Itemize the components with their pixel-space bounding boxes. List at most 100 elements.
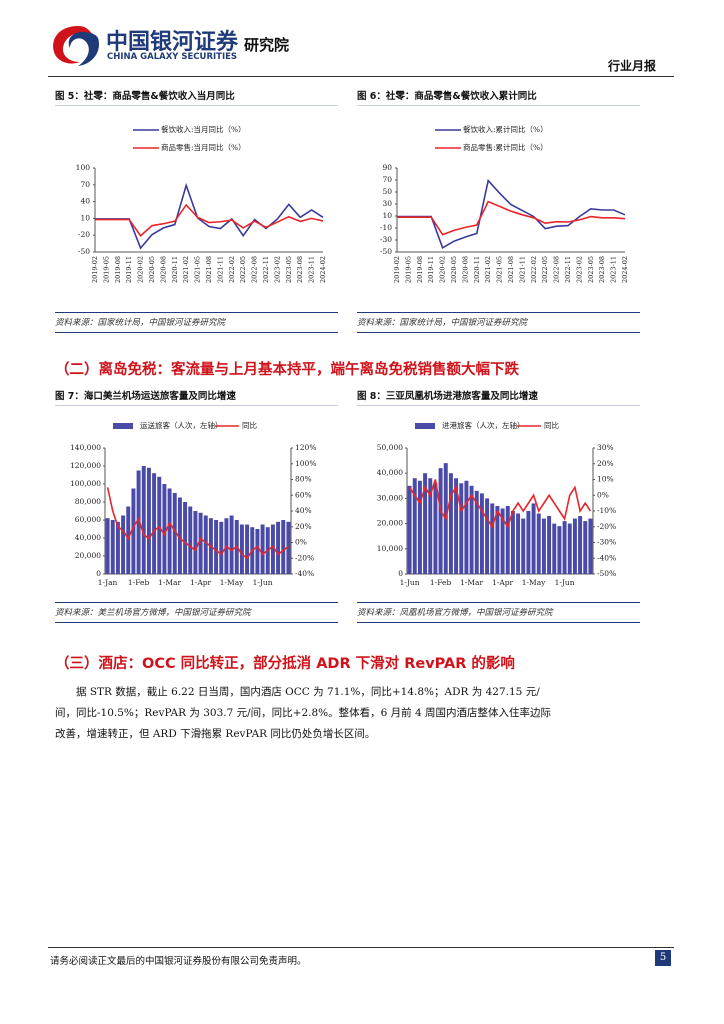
bar — [505, 505, 510, 574]
y-tick-label: 70 — [382, 175, 392, 184]
bar — [167, 488, 172, 574]
x-tick-label: 1-Jun — [400, 578, 420, 587]
bar — [239, 524, 244, 574]
bar — [260, 524, 265, 574]
y-tick-label: 10 — [382, 211, 392, 220]
footer-rule — [48, 947, 674, 948]
y-tick-label: 90 — [382, 163, 392, 172]
x-tick-label: 2023-11 — [308, 256, 316, 283]
bar — [474, 490, 479, 574]
x-tick-label: 1-Mar — [460, 578, 483, 587]
y2-tick-label: 80% — [295, 475, 312, 484]
legend-label: 同比 — [544, 420, 559, 430]
x-tick-label: 2021-11 — [518, 256, 526, 283]
x-tick-label: 2023-08 — [598, 256, 606, 283]
bar — [583, 521, 588, 574]
y-tick-label: -30 — [380, 235, 392, 244]
bar — [479, 493, 484, 574]
legend-label: 餐饮收入:累计同比（%） — [463, 124, 548, 134]
bar — [567, 523, 572, 574]
bar — [521, 518, 526, 574]
report-type: 行业月报 — [608, 59, 657, 73]
legend-label: 商品零售:累计同比（%） — [463, 142, 548, 152]
bar — [552, 523, 557, 574]
y2-tick-label: -20% — [597, 522, 616, 531]
bar — [459, 483, 464, 574]
x-tick-label: 2019-02 — [393, 256, 401, 283]
y-tick-label: 50 — [382, 187, 392, 196]
x-tick-label: 2021-05 — [496, 256, 504, 283]
y2-tick-label: 0% — [597, 490, 609, 499]
series-line — [397, 178, 626, 249]
y2-tick-label: 100% — [295, 459, 316, 468]
figure-source: 资料来源：凤凰机场官方微博，中国银河证券研究院 — [357, 602, 640, 623]
bar — [162, 484, 167, 574]
bar — [131, 488, 136, 574]
section-heading: （三）酒店：OCC 同比转正，部分抵消 ADR 下滑对 RevPAR 的影响 — [55, 656, 515, 672]
x-tick-label: 1-May — [522, 578, 546, 587]
bar — [588, 518, 593, 574]
brand-en: CHINA GALAXY SECURITIES — [107, 52, 238, 62]
bar — [417, 480, 422, 574]
bar — [255, 529, 260, 574]
x-tick-label: 2022-05 — [239, 256, 247, 283]
y-tick-label: 40,000 — [75, 533, 101, 542]
x-tick-label: 1-Apr — [190, 578, 212, 587]
x-tick-label: 2022-05 — [541, 256, 549, 283]
bar — [183, 502, 188, 574]
x-tick-label: 2022-11 — [262, 256, 270, 283]
y-tick-label: 50,000 — [377, 443, 403, 452]
bar — [438, 468, 443, 574]
bar — [536, 513, 541, 574]
x-tick-label: 2021-11 — [216, 256, 224, 283]
x-tick-label: 2022-08 — [553, 256, 561, 283]
x-tick-label: 1-Jan — [98, 578, 118, 587]
bar — [578, 516, 583, 574]
legend-label: 进港旅客（人次，左轴） — [442, 420, 525, 430]
bar — [214, 520, 219, 574]
y2-tick-label: 30% — [597, 443, 614, 452]
figure-title: 图 5：社零：商品零售&餐饮收入当月同比 — [55, 86, 338, 106]
x-tick-label: 1-Mar — [158, 578, 181, 587]
y2-tick-label: 40% — [295, 506, 312, 515]
y2-tick-label: -50% — [597, 569, 616, 578]
y-tick-label: 100 — [76, 163, 91, 172]
figure-title: 图 7：海口美兰机场运送旅客量及同比增速 — [55, 386, 338, 406]
bar — [490, 503, 495, 574]
x-tick-label: 2021-08 — [205, 256, 213, 283]
chart: 0 10,000 20,000 30,000 40,000 50,000 -50% -40% -… — [377, 420, 616, 587]
figure: 图 5：社零：商品零售&餐饮收入当月同比 -50 -20 10 40 70 100 2019… — [55, 86, 338, 333]
y-tick-label: -20 — [78, 230, 90, 239]
x-tick-label: 2019-11 — [125, 256, 133, 283]
bar — [281, 520, 286, 574]
section-heading: （二）离岛免税：客流量与上月基本持平，端午离岛免税销售额大幅下跌 — [55, 362, 519, 378]
bar — [572, 518, 577, 574]
legend-label: 同比 — [242, 420, 257, 430]
x-tick-label: 2020-02 — [137, 256, 145, 283]
bar — [188, 506, 193, 574]
y-tick-label: -50 — [380, 247, 392, 256]
y-tick-label: 100,000 — [70, 479, 101, 488]
y2-tick-label: -10% — [597, 506, 616, 515]
legend-label: 运送旅客（人次，左轴） — [140, 420, 223, 430]
y-tick-label: 40,000 — [377, 468, 403, 477]
y-tick-label: 0 — [96, 569, 101, 578]
bar — [526, 511, 531, 574]
y-tick-label: 10 — [80, 213, 90, 222]
x-tick-label: 2022-02 — [228, 256, 236, 283]
bar — [286, 521, 291, 574]
y-tick-label: 70 — [80, 180, 90, 189]
bar — [270, 524, 275, 574]
x-tick-label: 2020-11 — [473, 256, 481, 283]
x-tick-label: 2023-02 — [575, 256, 583, 283]
header-rule — [48, 76, 674, 77]
x-tick-label: 2022-02 — [530, 256, 538, 283]
series-line — [106, 487, 289, 560]
series-line — [397, 200, 626, 236]
bar — [136, 470, 141, 574]
bar — [547, 516, 552, 574]
bar — [516, 513, 521, 574]
x-tick-label: 2020-02 — [439, 256, 447, 283]
x-tick-label: 2019-05 — [404, 256, 412, 283]
y-tick-label: 140,000 — [70, 443, 101, 452]
